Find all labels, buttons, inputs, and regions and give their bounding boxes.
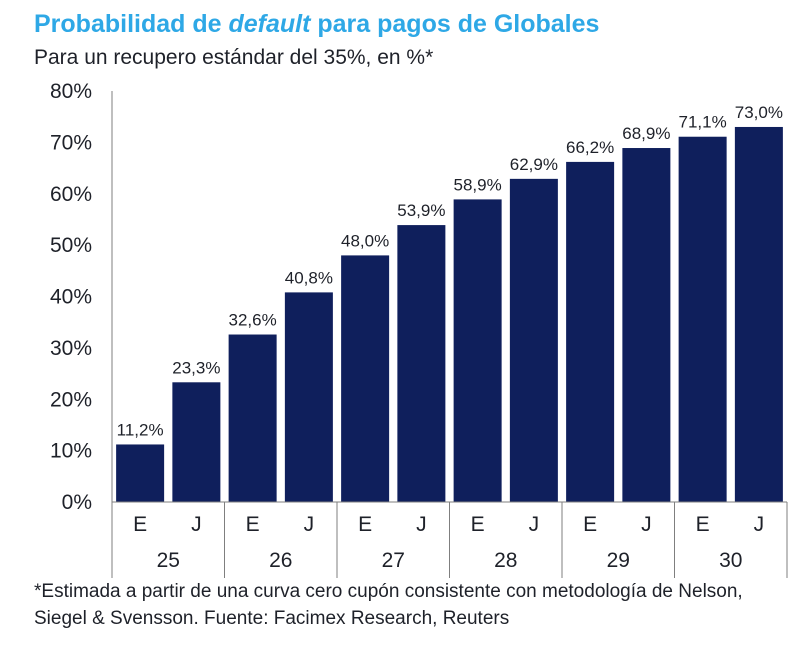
y-axis-ticks: 0% 10% 20% 30% 40% 50% 60% 70% 80%: [50, 80, 92, 514]
x-subcategory-label: J: [416, 513, 427, 536]
data-label: 71,1%: [679, 113, 727, 132]
x-group-label: 30: [719, 549, 742, 572]
chart-subtitle: Para un recupero estándar del 35%, en %*: [34, 46, 434, 69]
x-subcategory-label: J: [529, 513, 540, 536]
x-group-label: 28: [494, 549, 517, 572]
bar: [509, 178, 558, 502]
x-subcategory-label: E: [133, 513, 147, 536]
data-label: 62,9%: [510, 155, 558, 174]
y-tick-label: 60%: [50, 183, 92, 206]
bar: [341, 255, 390, 502]
chart-title-end: para pagos de Globales: [310, 10, 600, 38]
data-label: 66,2%: [566, 138, 614, 157]
x-subcategory-label: J: [641, 513, 652, 536]
x-group-label: 27: [382, 549, 405, 572]
x-subcategory-label: E: [583, 513, 597, 536]
bar: [453, 199, 502, 502]
y-tick-label: 10%: [50, 440, 92, 463]
data-label: 32,6%: [229, 311, 277, 330]
y-tick-label: 70%: [50, 131, 92, 154]
x-group-label: 25: [157, 549, 180, 572]
x-subcategory-label: E: [696, 513, 710, 536]
y-tick-label: 80%: [50, 80, 92, 103]
data-label: 48,0%: [341, 231, 389, 250]
x-subcategory-label: J: [754, 513, 765, 536]
bar: [397, 225, 446, 502]
bar: [622, 148, 671, 502]
data-label: 23,3%: [172, 358, 220, 377]
bar: [116, 444, 165, 502]
chart-title-start: Probabilidad de: [34, 10, 229, 38]
x-subcategory-label: E: [471, 513, 485, 536]
x-subcategory-label: J: [191, 513, 202, 536]
bar: [566, 161, 615, 502]
y-tick-label: 50%: [50, 234, 92, 257]
bar: [172, 382, 221, 502]
data-label: 58,9%: [454, 175, 502, 194]
data-label: 40,8%: [285, 268, 333, 287]
y-tick-label: 20%: [50, 388, 92, 411]
axes: E J E J E J E J E J E J 25 26 27 28 29 30: [111, 91, 788, 578]
data-label: 73,0%: [735, 103, 783, 122]
bar: [678, 136, 727, 502]
chart-title-italic: default: [228, 10, 311, 38]
y-tick-label: 40%: [50, 286, 92, 309]
x-subcategory-label: E: [246, 513, 260, 536]
x-group-label: 26: [269, 549, 292, 572]
footnote: *Estimada a partir de una curva cero cup…: [34, 581, 743, 629]
bar: [228, 334, 277, 502]
chart-title: Probabilidad de default para pagos de Gl…: [34, 10, 599, 39]
bar: [734, 126, 783, 503]
y-tick-label: 0%: [62, 491, 92, 514]
data-label: 11,2%: [117, 420, 164, 439]
x-subcategory-label: J: [304, 513, 315, 536]
bar: [284, 292, 333, 502]
bars: 11,2% 23,3% 32,6% 40,8% 48,0% 53,9% 58,9% 62,9%…: [116, 103, 783, 503]
y-tick-label: 30%: [50, 337, 92, 360]
x-subcategory-label: E: [358, 513, 372, 536]
data-label: 68,9%: [622, 124, 670, 143]
x-group-label: 29: [607, 549, 630, 572]
data-label: 53,9%: [397, 201, 445, 220]
